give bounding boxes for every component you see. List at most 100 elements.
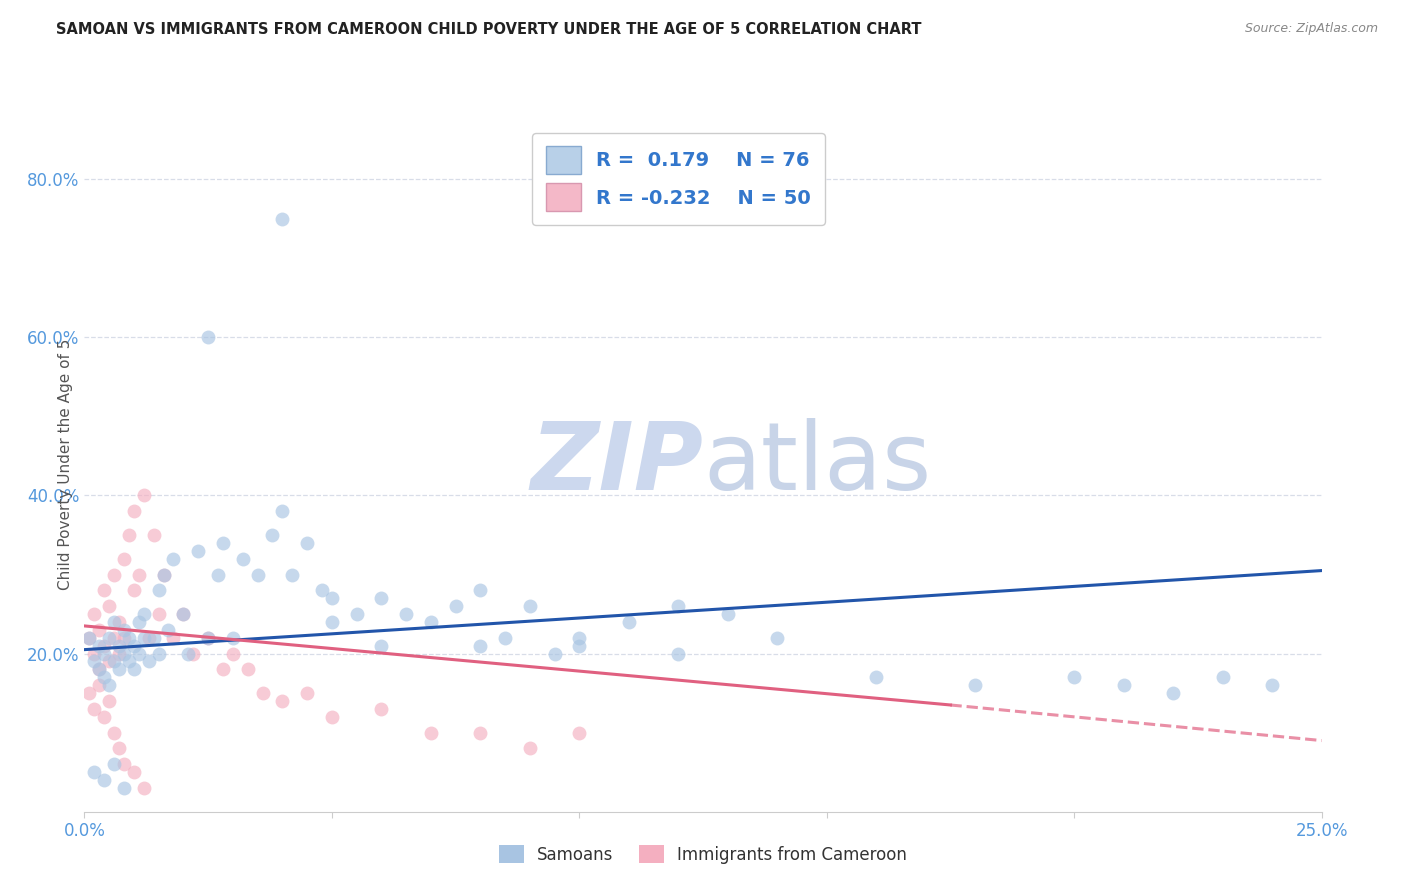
Point: [79, 686, 101, 700]
Point: [93, 670, 115, 684]
Point: [108, 639, 131, 653]
Point: [766, 631, 789, 645]
Point: [1112, 678, 1135, 692]
Point: [395, 607, 418, 621]
Text: Source: ZipAtlas.com: Source: ZipAtlas.com: [1244, 22, 1378, 36]
Point: [1063, 670, 1085, 684]
Point: [98, 599, 121, 614]
Point: [470, 639, 492, 653]
Point: [93, 710, 115, 724]
Point: [98, 694, 121, 708]
Point: [128, 567, 150, 582]
Point: [98, 631, 121, 645]
Point: [148, 607, 170, 621]
Point: [617, 615, 640, 629]
Point: [222, 631, 245, 645]
Point: [118, 631, 141, 645]
Point: [122, 662, 145, 676]
Point: [666, 647, 689, 661]
Point: [103, 757, 125, 772]
Point: [177, 647, 200, 661]
Point: [142, 528, 165, 542]
Point: [543, 647, 565, 661]
Point: [112, 631, 135, 645]
Point: [370, 639, 392, 653]
Point: [187, 543, 209, 558]
Point: [519, 599, 541, 614]
Point: [89, 623, 111, 637]
Point: [79, 631, 101, 645]
Point: [118, 528, 141, 542]
Point: [295, 536, 318, 550]
Y-axis label: Child Poverty Under the Age of 5: Child Poverty Under the Age of 5: [58, 338, 73, 590]
Point: [321, 615, 343, 629]
Point: [112, 623, 135, 637]
Point: [1261, 678, 1284, 692]
Point: [79, 631, 101, 645]
Point: [112, 551, 135, 566]
Point: [444, 599, 467, 614]
Legend: Samoans, Immigrants from Cameroon: Samoans, Immigrants from Cameroon: [492, 838, 914, 871]
Point: [271, 504, 294, 518]
Point: [148, 583, 170, 598]
Point: [118, 655, 141, 669]
Point: [321, 710, 343, 724]
Point: [108, 647, 131, 661]
Point: [246, 567, 269, 582]
Point: [142, 631, 165, 645]
Point: [83, 702, 105, 716]
Point: [138, 655, 160, 669]
Point: [103, 631, 125, 645]
Point: [172, 607, 194, 621]
Point: [108, 741, 131, 756]
Point: [122, 583, 145, 598]
Point: [108, 662, 131, 676]
Point: [311, 583, 333, 598]
Point: [965, 678, 987, 692]
Point: [132, 631, 155, 645]
Point: [181, 647, 204, 661]
Point: [98, 678, 121, 692]
Point: [103, 615, 125, 629]
Point: [83, 655, 105, 669]
Point: [865, 670, 887, 684]
Text: SAMOAN VS IMMIGRANTS FROM CAMEROON CHILD POVERTY UNDER THE AGE OF 5 CORRELATION : SAMOAN VS IMMIGRANTS FROM CAMEROON CHILD…: [56, 22, 922, 37]
Point: [132, 607, 155, 621]
Point: [321, 591, 343, 606]
Point: [103, 725, 125, 739]
Point: [370, 591, 392, 606]
Point: [89, 662, 111, 676]
Point: [197, 631, 219, 645]
Point: [93, 583, 115, 598]
Point: [232, 551, 254, 566]
Point: [132, 488, 155, 502]
Point: [346, 607, 368, 621]
Legend: R =  0.179    N = 76, R = -0.232    N = 50: R = 0.179 N = 76, R = -0.232 N = 50: [531, 133, 824, 225]
Point: [568, 639, 591, 653]
Point: [89, 639, 111, 653]
Point: [152, 567, 174, 582]
Point: [271, 694, 294, 708]
Point: [212, 536, 235, 550]
Point: [419, 725, 441, 739]
Point: [122, 639, 145, 653]
Point: [148, 647, 170, 661]
Point: [1161, 686, 1184, 700]
Point: [122, 765, 145, 780]
Point: [281, 567, 304, 582]
Point: [83, 765, 105, 780]
Point: [128, 647, 150, 661]
Point: [212, 662, 235, 676]
Text: ZIP: ZIP: [530, 417, 703, 510]
Point: [271, 211, 294, 226]
Point: [519, 741, 541, 756]
Point: [103, 567, 125, 582]
Point: [494, 631, 516, 645]
Point: [262, 528, 284, 542]
Point: [222, 647, 245, 661]
Text: atlas: atlas: [703, 417, 931, 510]
Point: [236, 662, 259, 676]
Point: [162, 631, 184, 645]
Point: [172, 607, 194, 621]
Point: [112, 780, 135, 795]
